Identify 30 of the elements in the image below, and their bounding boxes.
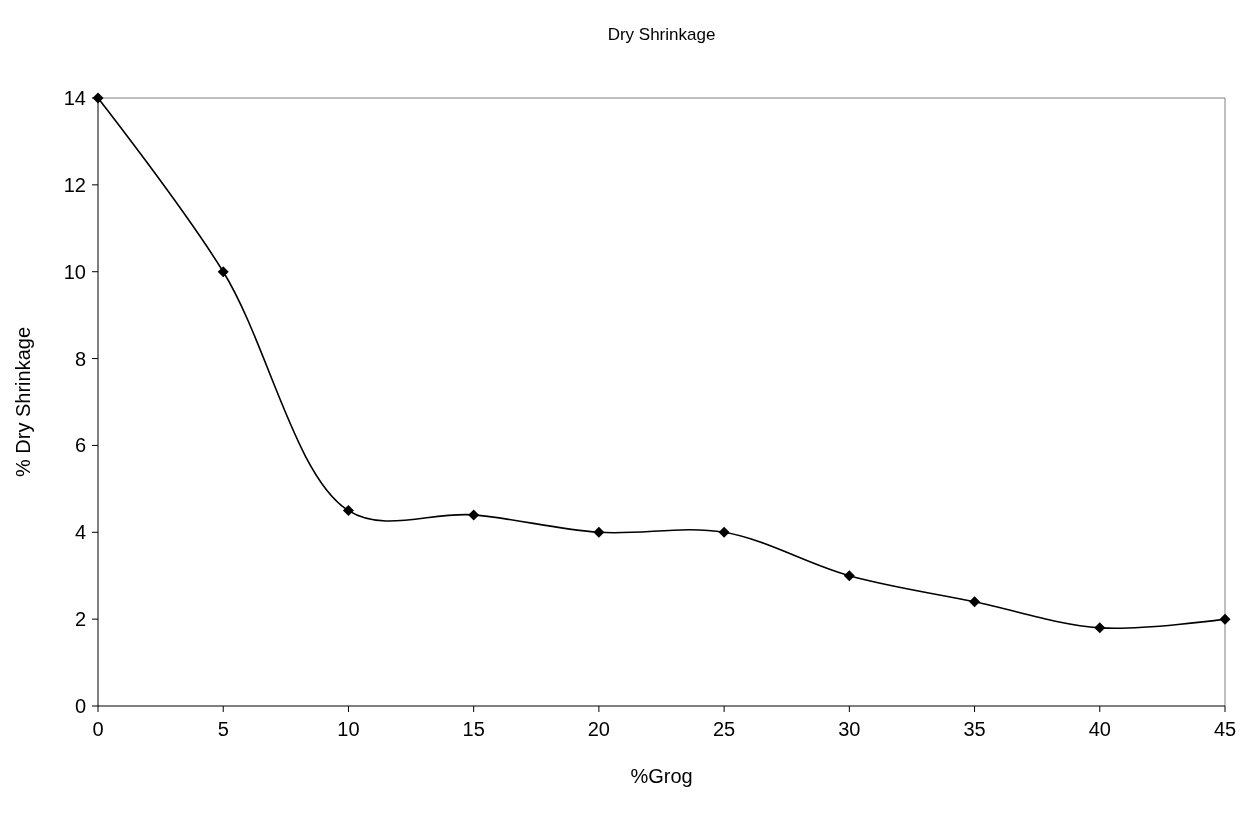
point bbox=[217, 266, 229, 278]
x-tick-label: 10 bbox=[337, 718, 360, 740]
x-tick-label: 20 bbox=[587, 718, 611, 740]
x-axis-title: %Grog bbox=[630, 765, 693, 787]
y-tick-label: 14 bbox=[63, 87, 86, 109]
x-tick-label: 35 bbox=[963, 718, 986, 740]
point bbox=[1219, 613, 1231, 625]
point bbox=[593, 526, 605, 538]
y-tick-label: 4 bbox=[74, 521, 86, 544]
y-axis-title: % Dry Shrinkage bbox=[12, 326, 34, 478]
y-tick-label: 6 bbox=[74, 434, 86, 457]
y-tick-label: 12 bbox=[63, 173, 86, 196]
point bbox=[718, 526, 730, 538]
x-tick-label: 0 bbox=[92, 718, 104, 740]
chart-title: Dry Shrinkage bbox=[607, 25, 716, 44]
point bbox=[342, 505, 354, 517]
point bbox=[969, 596, 981, 608]
x-tick-label: 15 bbox=[462, 718, 485, 740]
point bbox=[1094, 622, 1106, 634]
x-tick-label: 25 bbox=[712, 718, 736, 740]
y-tick-label: 8 bbox=[74, 347, 86, 370]
x-tick-label: 45 bbox=[1213, 718, 1237, 740]
y-tick-label: 10 bbox=[63, 260, 86, 283]
x-tick-label: 30 bbox=[838, 718, 861, 740]
y-tick-label: 2 bbox=[74, 608, 86, 631]
point bbox=[843, 570, 855, 582]
point bbox=[468, 509, 480, 521]
y-tick-label: 0 bbox=[74, 695, 86, 717]
x-tick-label: 5 bbox=[217, 718, 229, 740]
x-tick-label: 40 bbox=[1088, 718, 1111, 740]
